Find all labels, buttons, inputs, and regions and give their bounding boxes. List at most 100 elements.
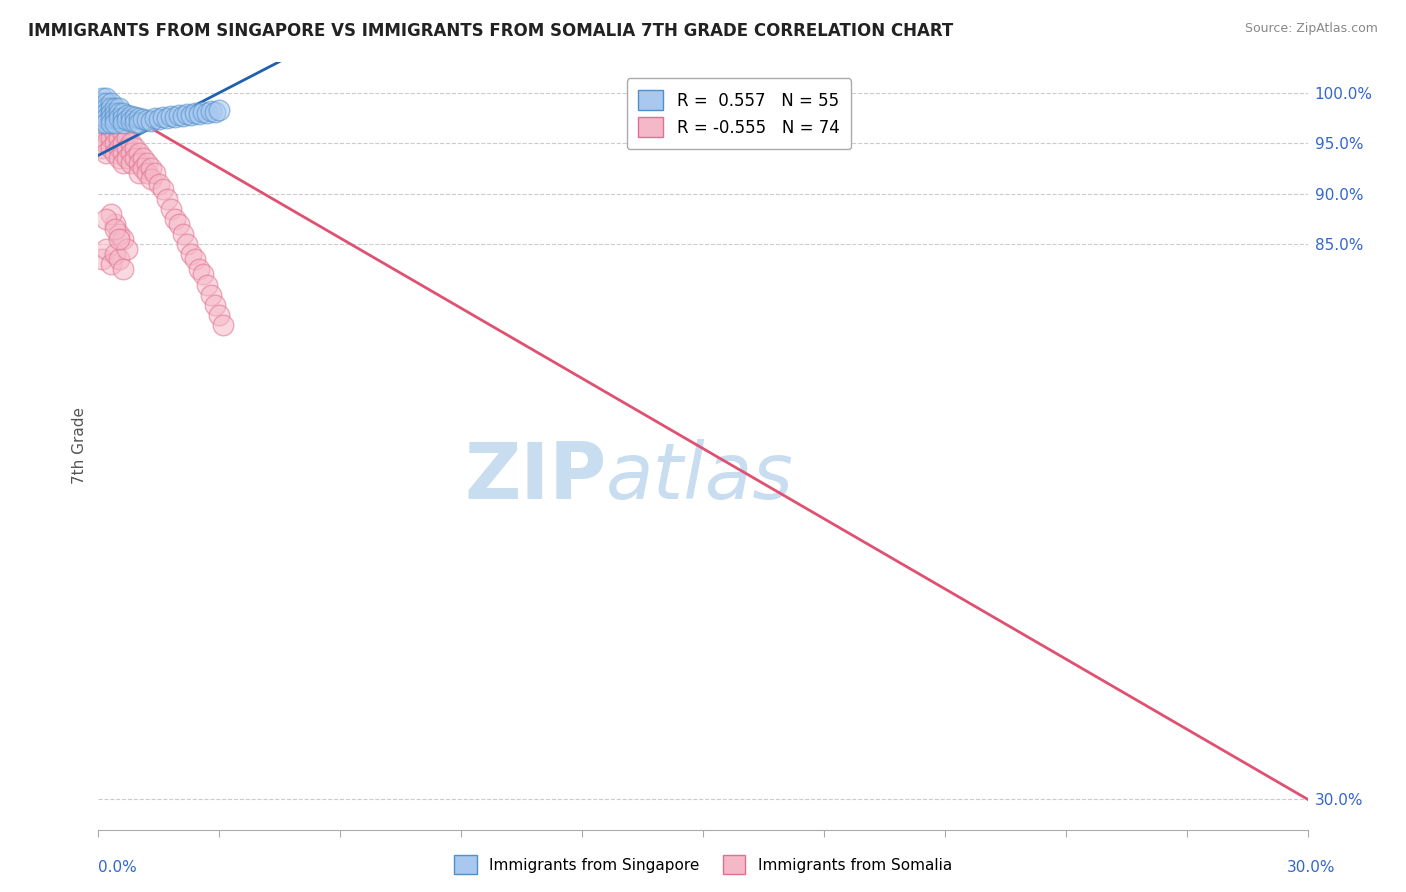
Point — [96, 126, 118, 140]
Point — [128, 111, 150, 125]
Point — [180, 108, 202, 122]
Point — [128, 156, 150, 170]
Point — [91, 91, 114, 105]
Point — [91, 106, 114, 120]
Point — [107, 141, 129, 155]
Point — [160, 109, 183, 123]
Point — [188, 262, 211, 277]
Point — [167, 217, 190, 231]
Point — [208, 308, 231, 322]
Point — [132, 151, 155, 165]
Point — [107, 111, 129, 125]
Point — [120, 156, 142, 170]
Point — [91, 101, 114, 115]
Legend: Immigrants from Singapore, Immigrants from Somalia: Immigrants from Singapore, Immigrants fr… — [449, 849, 957, 880]
Point — [100, 95, 122, 110]
Text: 0.0%: 0.0% — [98, 861, 138, 875]
Point — [128, 116, 150, 130]
Point — [103, 247, 125, 261]
Point — [100, 207, 122, 221]
Point — [167, 108, 190, 122]
Point — [100, 111, 122, 125]
Point — [139, 114, 162, 128]
Point — [96, 95, 118, 110]
Point — [204, 104, 226, 119]
Point — [107, 232, 129, 246]
Point — [135, 112, 157, 127]
Point — [132, 112, 155, 126]
Point — [200, 287, 222, 301]
Point — [200, 103, 222, 118]
Point — [172, 109, 194, 123]
Point — [115, 141, 138, 155]
Point — [163, 211, 186, 226]
Point — [193, 268, 215, 282]
Point — [111, 146, 134, 161]
Point — [96, 106, 118, 120]
Point — [111, 106, 134, 120]
Point — [111, 156, 134, 170]
Point — [96, 106, 118, 120]
Point — [115, 112, 138, 127]
Point — [135, 166, 157, 180]
Point — [96, 91, 118, 105]
Point — [128, 146, 150, 161]
Point — [160, 202, 183, 216]
Point — [103, 146, 125, 161]
Point — [111, 136, 134, 151]
Point — [107, 252, 129, 267]
Point — [100, 257, 122, 271]
Point — [180, 247, 202, 261]
Point — [96, 101, 118, 115]
Point — [107, 106, 129, 120]
Point — [148, 112, 170, 126]
Point — [120, 146, 142, 161]
Point — [100, 121, 122, 136]
Point — [115, 131, 138, 145]
Point — [176, 107, 198, 121]
Point — [91, 141, 114, 155]
Point — [100, 106, 122, 120]
Point — [184, 252, 207, 267]
Point — [132, 161, 155, 176]
Legend: R =  0.557   N = 55, R = -0.555   N = 74: R = 0.557 N = 55, R = -0.555 N = 74 — [627, 78, 851, 149]
Point — [103, 106, 125, 120]
Point — [111, 232, 134, 246]
Point — [111, 262, 134, 277]
Point — [107, 151, 129, 165]
Point — [195, 106, 218, 120]
Point — [139, 171, 162, 186]
Point — [91, 111, 114, 125]
Point — [156, 192, 179, 206]
Point — [188, 107, 211, 121]
Point — [96, 242, 118, 256]
Point — [96, 146, 118, 161]
Point — [96, 116, 118, 130]
Point — [115, 242, 138, 256]
Text: 30.0%: 30.0% — [1288, 861, 1336, 875]
Point — [91, 252, 114, 267]
Point — [124, 151, 146, 165]
Point — [195, 277, 218, 292]
Point — [152, 110, 174, 124]
Point — [208, 103, 231, 117]
Point — [172, 227, 194, 241]
Point — [107, 101, 129, 115]
Point — [124, 141, 146, 155]
Point — [103, 111, 125, 125]
Point — [103, 116, 125, 130]
Point — [128, 166, 150, 180]
Point — [103, 217, 125, 231]
Point — [107, 121, 129, 136]
Point — [156, 111, 179, 125]
Point — [120, 136, 142, 151]
Point — [100, 101, 122, 115]
Point — [103, 136, 125, 151]
Point — [120, 109, 142, 123]
Point — [143, 166, 166, 180]
Point — [111, 116, 134, 130]
Point — [124, 115, 146, 129]
Point — [184, 106, 207, 120]
Point — [111, 111, 134, 125]
Point — [135, 156, 157, 170]
